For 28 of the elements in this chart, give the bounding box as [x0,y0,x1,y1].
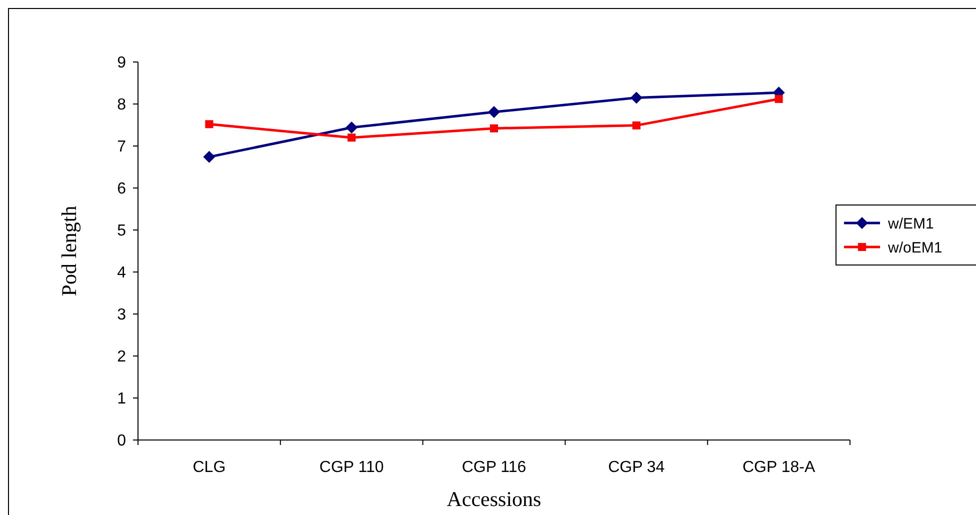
point [630,92,642,104]
x-tick-label: CGP 110 [319,459,384,476]
point [203,150,216,163]
point [488,106,500,118]
point [205,120,214,128]
x-tick-label: CGP 18-A [742,459,816,476]
y-tick-label: 7 [117,138,126,156]
point [774,94,783,103]
point [632,121,640,130]
point [346,122,358,134]
y-axis-title: Pod length [57,205,81,296]
y-tick-label: 2 [117,348,126,366]
x-tick-label: CGP 34 [608,459,665,476]
y-tick-label: 9 [117,54,126,72]
y-tick-label: 5 [117,222,126,240]
y-tick-label: 4 [117,264,126,282]
y-tick-label: 8 [117,96,126,114]
legend-label: w/oEM1 [887,239,942,256]
point [490,124,498,132]
point [348,134,356,142]
y-tick-label: 0 [117,432,126,450]
x-tick-label: CLG [192,459,226,476]
x-axis-title: Accessions [446,487,542,511]
x-tick-label: CGP 116 [462,459,526,476]
y-tick-label: 6 [117,180,126,198]
legend-label: w/EM1 [887,215,934,232]
y-tick-label: 3 [117,306,126,324]
y-tick-label: 1 [117,390,126,408]
